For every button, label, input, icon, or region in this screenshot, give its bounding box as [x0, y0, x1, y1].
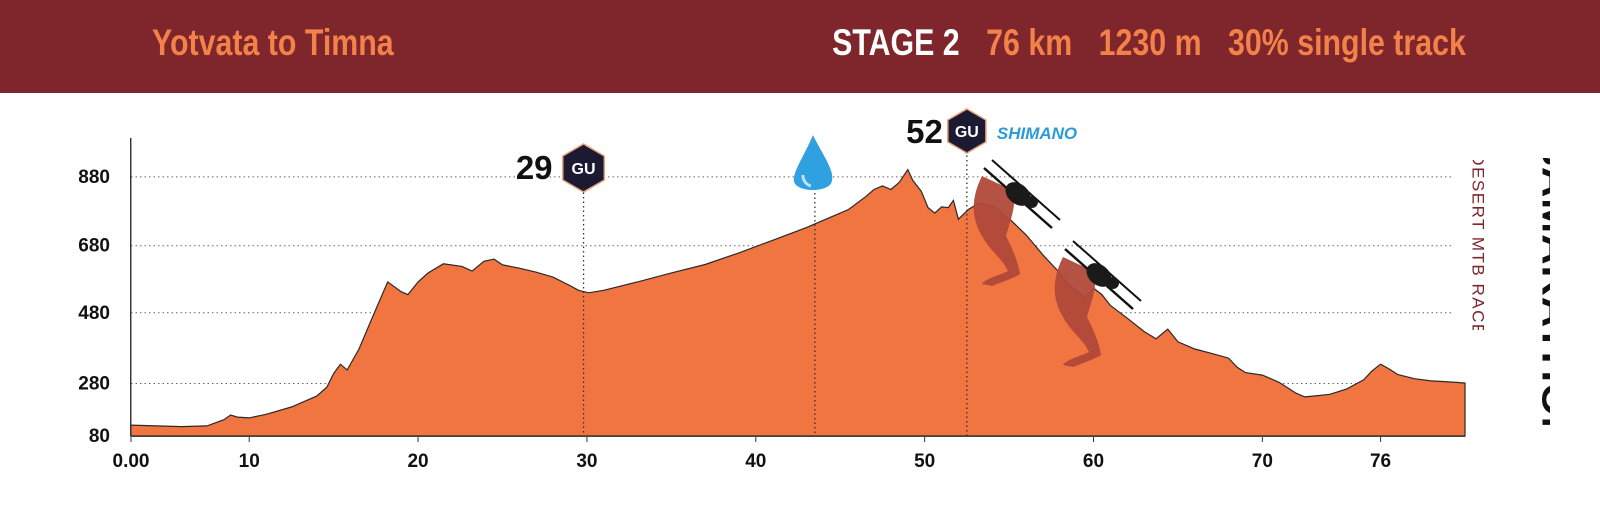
- water-drop-highlight: [801, 174, 812, 188]
- elevation-chart: 80 280 480 680 880 0.00 10 20 30 40 50 60 70 76 GU 29…: [78, 108, 1466, 472]
- x-axis-labels: 0.00 10 20 30 40 50 60 70 76: [113, 436, 1391, 472]
- water-drop-icon: [793, 135, 833, 190]
- rider-torso-icon: [1005, 182, 1031, 206]
- x-tick-label: 50: [914, 451, 935, 472]
- samarathon-logo: SAMARATHON: [1534, 158, 1550, 428]
- route-title: Yotvata to Timna: [152, 22, 394, 63]
- shimano-logo: SHIMANO: [997, 124, 1077, 143]
- gu-badge-text: GU: [572, 161, 596, 178]
- gu-badge-icon: [562, 143, 606, 193]
- header-banner: Yotvata to Timna STAGE 2 76 km 1230 m 30…: [0, 0, 1600, 93]
- distance-stat: 76 km: [986, 22, 1073, 63]
- brand-tagline: DESERT MTB RACE: [1469, 160, 1488, 330]
- x-tick-label: 40: [745, 451, 766, 472]
- brand-name: SAMARATHON: [1534, 158, 1550, 428]
- y-tick-label: 480: [78, 303, 110, 324]
- rider-head-icon: [1107, 277, 1119, 289]
- stage-stats: STAGE 2 76 km 1230 m 30% single track: [814, 22, 1466, 64]
- y-tick-label: 880: [78, 167, 110, 188]
- single-track-stat: 30% single track: [1228, 22, 1466, 63]
- y-tick-label: 280: [78, 373, 110, 394]
- feed-km-label: 29: [516, 149, 553, 186]
- x-tick-label: 60: [1083, 451, 1104, 472]
- x-tick-label: 10: [239, 451, 260, 472]
- rider-silhouette-icon: [973, 159, 1061, 286]
- gu-badge-text: GU: [955, 124, 979, 141]
- water-marker: [793, 135, 833, 436]
- rider-body-icon: [973, 176, 1020, 286]
- rider-illustrations: [973, 159, 1142, 367]
- x-tick-label: 20: [407, 451, 428, 472]
- rider-torso-icon: [1086, 263, 1112, 287]
- rider-body-icon: [1054, 257, 1101, 367]
- brand-tagline-block: DESERT MTB RACE: [1469, 160, 1488, 330]
- elevation-stat: 1230 m: [1098, 22, 1202, 63]
- course-markers: GU 29 GU 52 SHIMANO: [516, 108, 1077, 436]
- gu-badge-icon: [947, 108, 987, 154]
- x-tick-label: 70: [1252, 451, 1273, 472]
- stage-label: STAGE 2: [832, 22, 960, 63]
- elevation-profile-area: [130, 168, 1466, 437]
- x-tick-label: 0.00: [113, 451, 150, 472]
- feed-marker: GU 52 SHIMANO: [906, 108, 1077, 436]
- rider-head-icon: [1026, 196, 1038, 208]
- y-tick-label: 80: [89, 426, 110, 447]
- x-tick-label: 30: [576, 451, 597, 472]
- y-axis-labels: 80 280 480 680 880: [78, 167, 110, 447]
- feed-km-label: 52: [906, 113, 943, 150]
- feed-marker: GU 29: [516, 143, 606, 436]
- x-tick-label: 76: [1370, 451, 1391, 472]
- y-tick-label: 680: [78, 236, 110, 257]
- rider-silhouette-icon: [1054, 240, 1142, 367]
